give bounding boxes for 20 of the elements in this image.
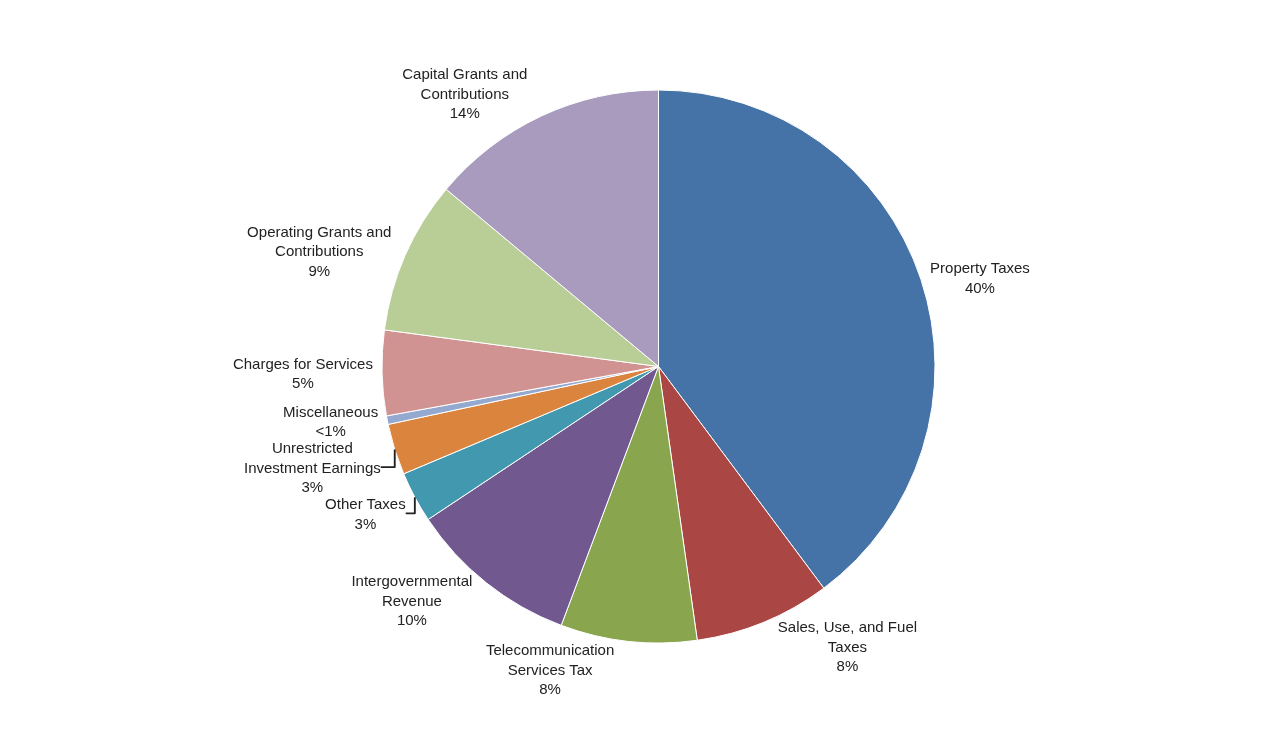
slice-label: Telecommunication Services Tax [485,641,615,678]
data-label: 10% [396,611,427,629]
data-label: 9% [308,261,331,279]
slice-label: Unrestricted Investment Earnings [243,439,381,476]
slice-label: Charges for Services [232,354,373,372]
data-label: 5% [292,374,314,392]
slice-label: Miscellaneous [283,402,379,420]
slice-label: Capital Grants and Contributions [402,65,528,102]
data-label: 40% [964,278,995,296]
data-label: 14% [449,104,480,122]
data-label: <1% [315,422,346,440]
slice-label: Other Taxes [325,495,406,513]
data-label: 3% [301,478,324,496]
slice-label: Operating Grants and Contributions [247,222,392,260]
data-label: 8% [836,657,859,675]
slice-label: Property Taxes [930,259,1030,277]
data-label: 3% [354,514,377,532]
slice-label: Intergovernmental Revenue [351,572,473,609]
slice-label: Sales, Use, and Fuel Taxes [777,618,918,655]
data-label: 8% [539,680,561,698]
